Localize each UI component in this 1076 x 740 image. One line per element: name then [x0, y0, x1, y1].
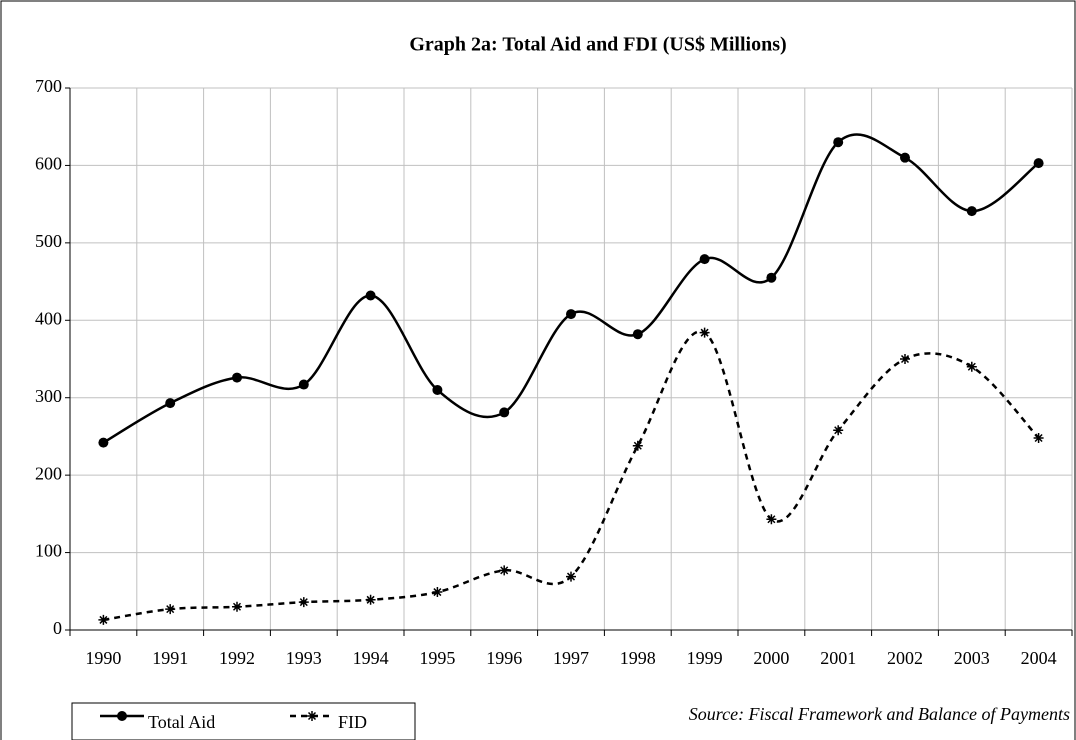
x-tick-label: 1999: [687, 648, 723, 668]
point: [432, 587, 443, 598]
x-tick-label: 2003: [954, 648, 990, 668]
point: [98, 437, 109, 448]
x-tick-label: 1998: [620, 648, 656, 668]
x-tick-label: 1991: [152, 648, 188, 668]
x-tick-label: 2004: [1021, 648, 1057, 668]
x-tick-label: 1995: [419, 648, 455, 668]
point: [432, 384, 443, 395]
point: [766, 514, 777, 525]
point: [365, 594, 376, 605]
point: [699, 327, 710, 338]
legend-label: Total Aid: [148, 712, 215, 732]
legend-marker: [307, 711, 317, 721]
y-tick-label: 600: [35, 154, 62, 174]
x-tick-label: 2000: [753, 648, 789, 668]
legend-marker: [117, 711, 127, 721]
chart-title: Graph 2a: Total Aid and FDI (US$ Million…: [409, 34, 786, 56]
x-tick-label: 2001: [820, 648, 856, 668]
point: [632, 440, 643, 451]
y-tick-label: 400: [35, 308, 62, 328]
y-tick-label: 500: [35, 231, 62, 251]
y-tick-label: 200: [35, 463, 62, 483]
source-note: Source: Fiscal Framework and Balance of …: [689, 704, 1070, 724]
point: [566, 309, 576, 320]
x-tick-label: 1993: [286, 648, 322, 668]
point: [966, 361, 977, 372]
x-tick-label: 1992: [219, 648, 255, 668]
point: [900, 152, 910, 163]
point: [566, 571, 576, 582]
x-tick-label: 1990: [85, 648, 121, 668]
series-line: [102, 133, 1040, 444]
x-tick-label: 2002: [887, 648, 923, 668]
legend-label: FID: [338, 712, 367, 732]
point: [232, 372, 242, 383]
point: [365, 290, 376, 301]
x-tick-label: 1994: [353, 648, 389, 668]
y-tick-label: 300: [35, 386, 62, 406]
point: [298, 379, 309, 390]
point: [499, 407, 510, 418]
y-tick-label: 100: [35, 541, 62, 561]
y-tick-label: 700: [35, 76, 62, 96]
point: [98, 614, 109, 625]
point: [966, 206, 977, 217]
point: [632, 329, 643, 340]
point: [699, 254, 710, 265]
x-tick-label: 1996: [486, 648, 522, 668]
point: [766, 272, 777, 283]
point: [833, 137, 844, 148]
series-line: [103, 330, 1040, 622]
y-tick-label: 0: [53, 618, 62, 638]
point: [1033, 432, 1044, 443]
legend-box: [71, 702, 416, 740]
point: [232, 601, 242, 612]
point: [165, 604, 176, 615]
x-tick-label: 1997: [553, 648, 589, 668]
point: [900, 354, 910, 364]
point: [833, 425, 844, 436]
point: [499, 565, 510, 576]
point: [165, 398, 176, 409]
point: [1033, 158, 1044, 169]
point: [298, 597, 309, 608]
